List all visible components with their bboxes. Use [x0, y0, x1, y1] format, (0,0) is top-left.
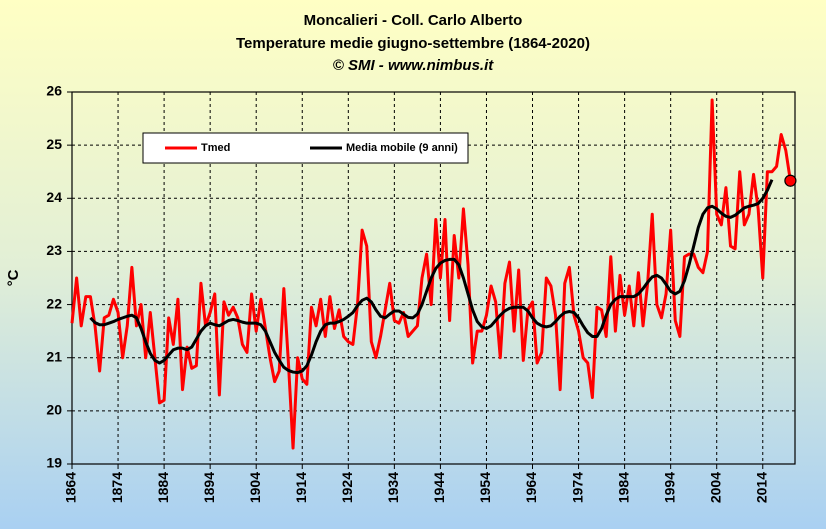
chart-subtitle: Temperature medie giugno-settembre (1864… — [236, 35, 590, 52]
x-tick-label: 1954 — [477, 472, 493, 503]
plot-frame — [71, 91, 796, 465]
x-tick-label: 1934 — [385, 472, 401, 503]
y-tick-label: 24 — [46, 189, 62, 205]
credit: © SMI - www.nimbus.it — [333, 57, 495, 74]
x-tick-label: 1984 — [615, 472, 631, 503]
x-tick-label: 1864 — [63, 472, 79, 503]
y-tick-label: 21 — [46, 348, 62, 364]
x-tick-label: 2004 — [707, 472, 723, 503]
series-line — [70, 98, 792, 450]
y-tick-label: 25 — [46, 136, 62, 152]
legend-box — [142, 132, 469, 164]
x-tick-label: 1994 — [661, 472, 677, 503]
series-line — [89, 179, 774, 375]
x-tick-label: 1924 — [339, 472, 355, 503]
x-tick-label: 1904 — [247, 472, 263, 503]
x-tick-label: 1884 — [155, 472, 171, 503]
y-tick-label: 26 — [46, 83, 62, 99]
x-tick-label: 1874 — [109, 472, 125, 503]
y-tick-label: 19 — [46, 455, 62, 471]
chart-title: Moncalieri - Coll. Carlo Alberto — [304, 12, 523, 29]
y-axis-label: °C — [5, 269, 22, 286]
legend-label: Tmed — [201, 142, 230, 154]
x-tick-label: 1944 — [431, 472, 447, 503]
x-tick-label: 2014 — [753, 472, 769, 503]
x-tick-label: 1894 — [201, 472, 217, 503]
x-tick-label: 1974 — [569, 472, 585, 503]
y-tick-label: 22 — [46, 295, 62, 311]
y-tick-label: 20 — [46, 402, 62, 418]
end-marker — [784, 174, 797, 187]
y-tick-label: 23 — [46, 242, 62, 258]
legend-label: Media mobile (9 anni) — [346, 142, 458, 154]
x-tick-label: 1914 — [293, 472, 309, 503]
x-tick-label: 1964 — [523, 472, 539, 503]
